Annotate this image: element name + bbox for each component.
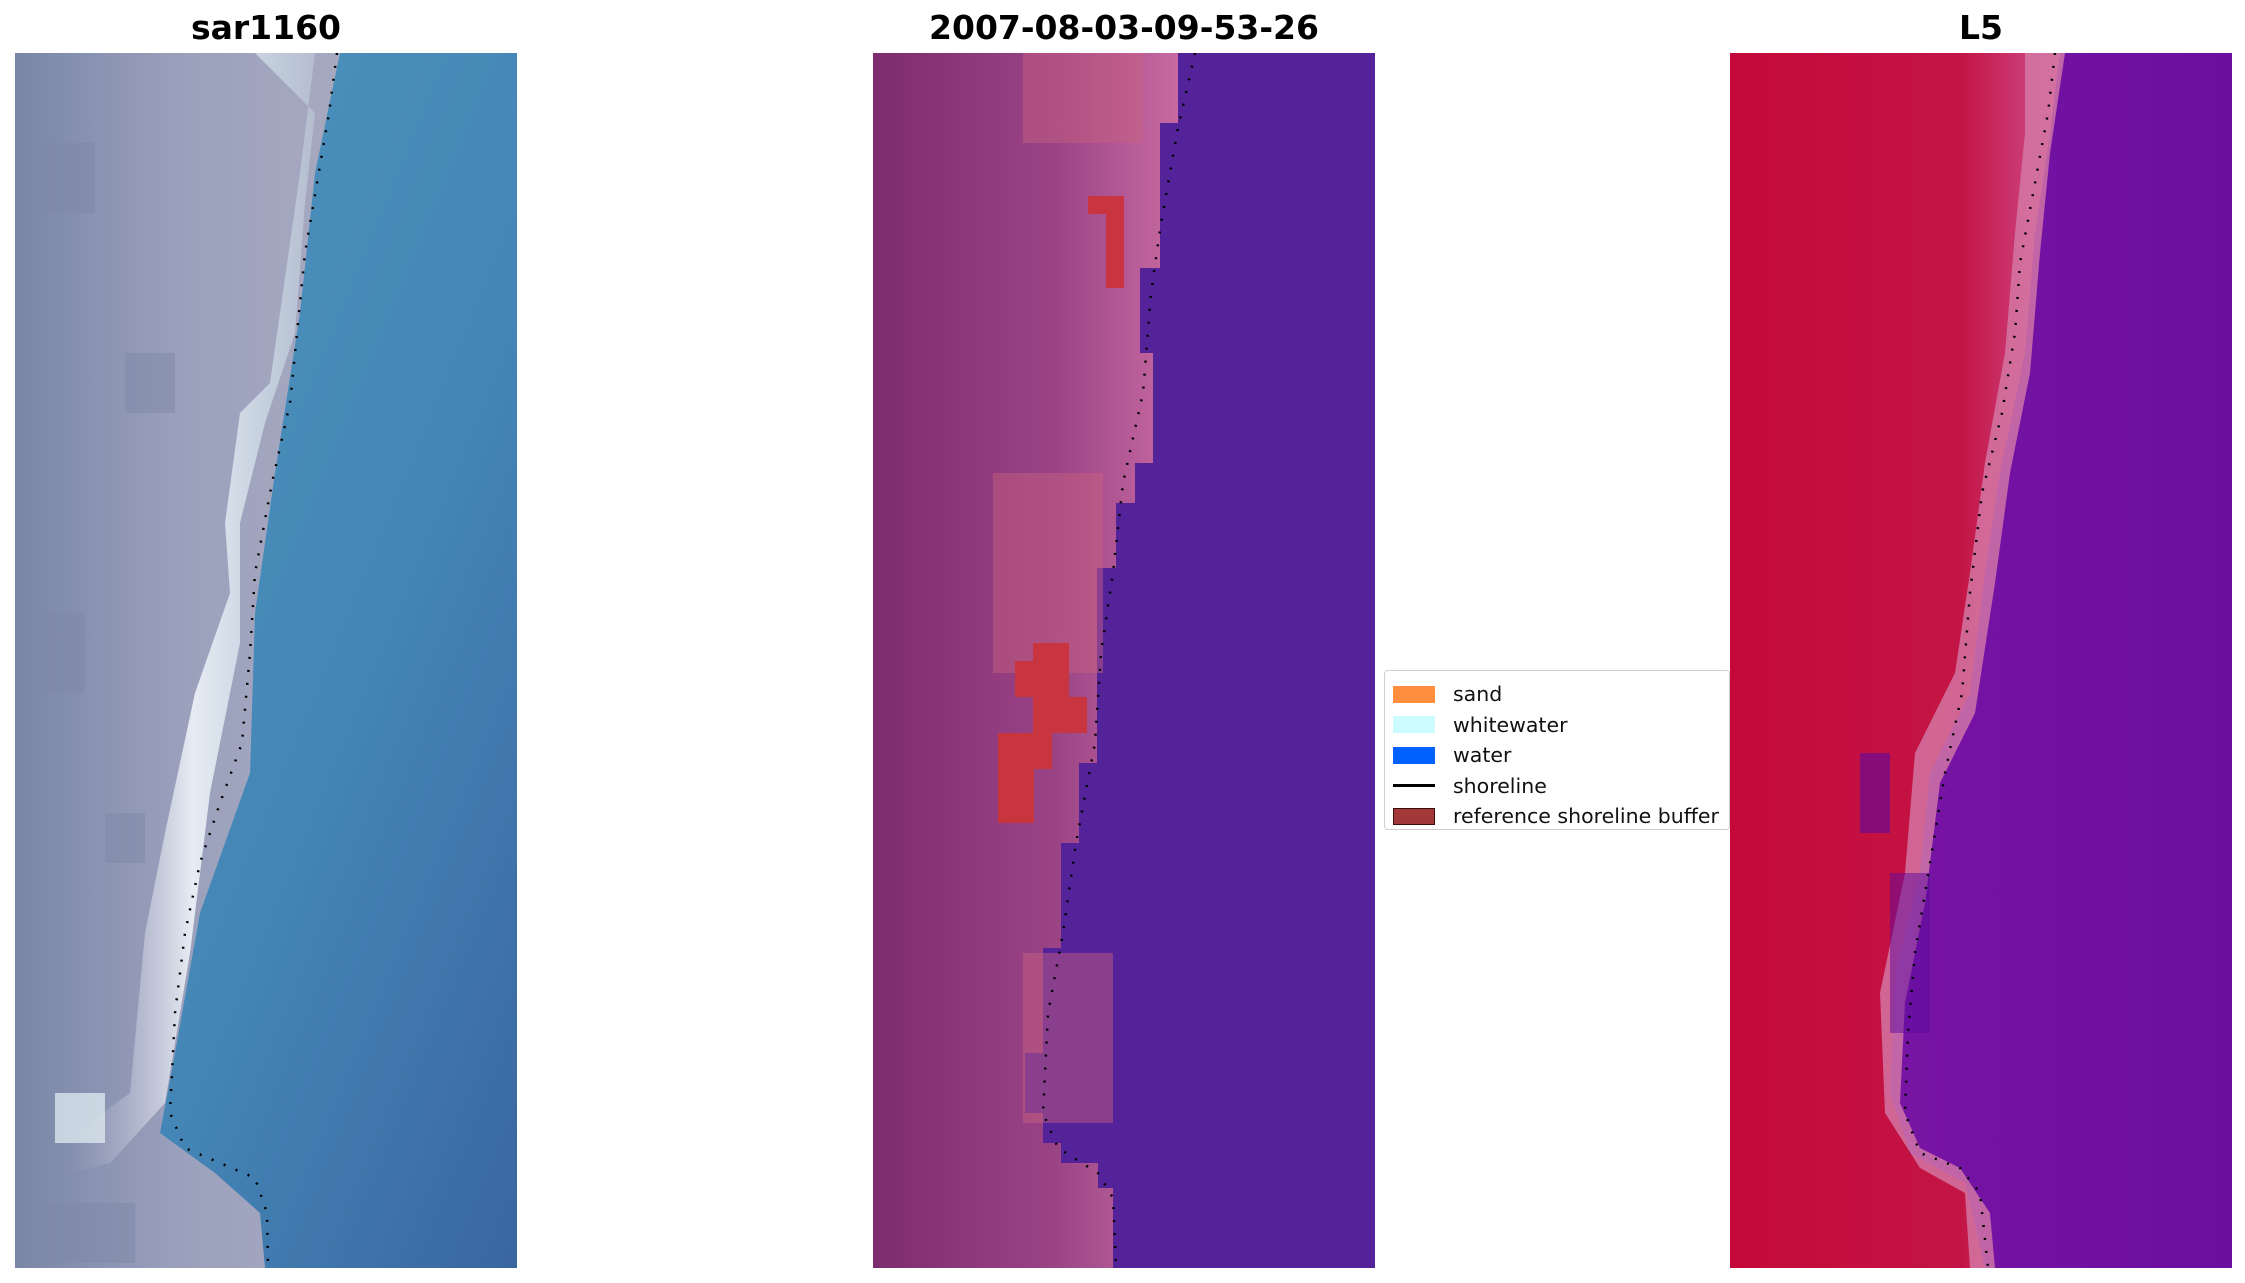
legend-item-reference-buffer: reference shoreline buffer (1393, 801, 1721, 832)
legend-item-shoreline: shoreline (1393, 771, 1721, 802)
classified-image (873, 53, 1375, 1268)
title-date: 2007-08-03-09-53-26 (929, 8, 1319, 47)
reference-buffer-swatch (1393, 807, 1435, 825)
title-l5: L5 (1959, 8, 2003, 47)
legend-item-sand: sand (1393, 679, 1721, 710)
legend-label-water: water (1453, 743, 1512, 768)
legend-label-reference-buffer: reference shoreline buffer (1453, 804, 1719, 829)
title-sar1160: sar1160 (190, 8, 342, 47)
legend-label-whitewater: whitewater (1453, 712, 1568, 737)
whitewater-swatch (1393, 716, 1435, 734)
legend-label-shoreline: shoreline (1453, 773, 1547, 798)
legend-label-sand: sand (1453, 682, 1503, 707)
index-image (1730, 53, 2232, 1268)
panel-index-image (1730, 53, 2232, 1268)
panel-classified-image (873, 53, 1375, 1268)
legend-item-water: water (1393, 740, 1721, 771)
reference-buffer-patches (998, 196, 1124, 823)
legend-item-whitewater: whitewater (1393, 710, 1721, 741)
sand-swatch (1393, 685, 1435, 703)
panel-satellite-image (15, 53, 517, 1268)
satellite-image (15, 53, 517, 1268)
legend: sand whitewater water shoreline referenc… (1384, 670, 1730, 830)
water-swatch (1393, 746, 1435, 764)
shoreline-line-sample (1393, 784, 1435, 788)
